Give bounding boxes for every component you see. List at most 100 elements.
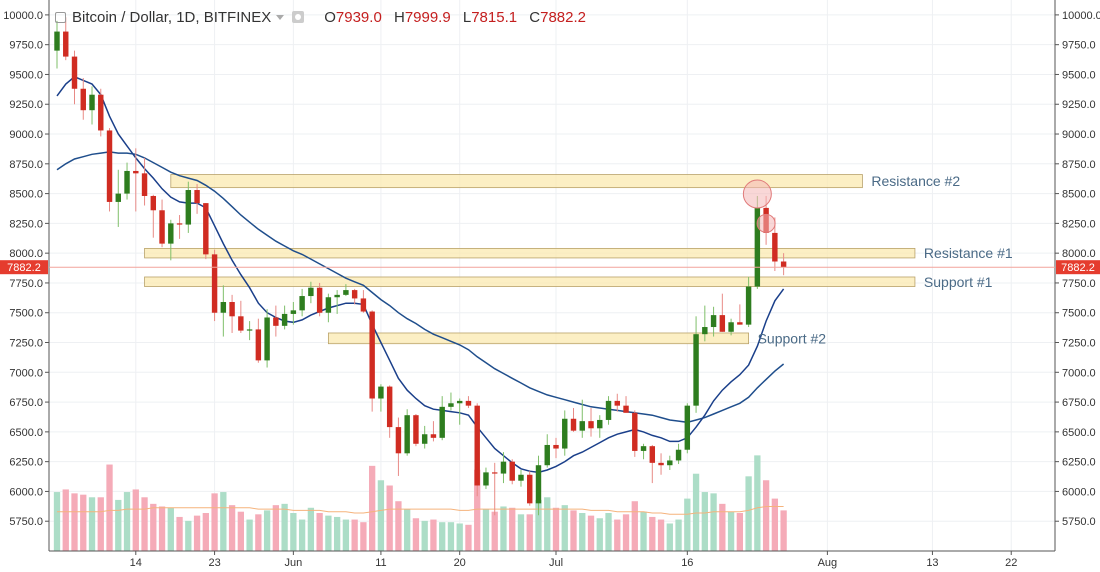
candle-body — [772, 232, 778, 262]
candle-body — [115, 193, 121, 202]
price-tick-label-right: 8500.0 — [1062, 189, 1096, 201]
candle-body — [456, 400, 463, 404]
candle-body — [63, 31, 69, 57]
price-tick-label-left: 9250.0 — [9, 99, 43, 111]
candle-body — [544, 444, 550, 466]
price-tick-label-right: 6000.0 — [1062, 486, 1096, 498]
fast-ma-line — [56, 75, 785, 474]
volume-bar — [88, 497, 96, 551]
volume-bar — [150, 503, 157, 551]
candle-body — [710, 315, 717, 328]
volume-bar — [272, 505, 280, 551]
candle-body — [386, 386, 393, 428]
volume-bar — [692, 473, 700, 551]
candle-body — [54, 31, 60, 51]
candle-body — [535, 465, 542, 504]
volume-bar — [465, 524, 472, 551]
volume-bar — [211, 493, 218, 551]
volume-bar — [631, 501, 638, 551]
candle-body — [421, 434, 428, 444]
close-label: C — [529, 8, 541, 26]
candle-body — [290, 310, 297, 314]
volume-bar — [684, 498, 691, 551]
candle-body — [649, 446, 656, 463]
candle-body — [579, 421, 585, 431]
price-tick-label-left: 8250.0 — [9, 218, 43, 230]
volume-bar — [517, 514, 525, 551]
volume-bar — [579, 513, 586, 551]
price-tick-label-left: 7750.0 — [9, 278, 43, 290]
volume-bar — [456, 523, 463, 551]
volume-bar — [333, 516, 341, 551]
price-tick-label-left: 5750.0 — [9, 516, 43, 528]
candle-body — [316, 287, 323, 313]
collapse-icon[interactable] — [55, 11, 66, 23]
candle-body — [98, 94, 104, 131]
date-tick-label: 23 — [208, 557, 220, 569]
price-tick-label-right: 9500.0 — [1062, 69, 1096, 81]
zone-box — [144, 276, 916, 287]
chevron-down-icon[interactable] — [276, 14, 285, 20]
candle-body — [334, 294, 340, 298]
volume-bar — [587, 515, 595, 551]
price-tick-label-right: 6250.0 — [1062, 457, 1096, 469]
volume-bar — [754, 455, 761, 551]
volume-bar — [439, 522, 446, 551]
volume-bar — [762, 480, 770, 551]
volume-bar — [255, 514, 262, 551]
volume-bar — [544, 497, 551, 551]
volume-bar — [342, 519, 350, 551]
price-tick-label-left: 7500.0 — [9, 308, 43, 320]
volume-bar — [421, 520, 428, 551]
volume-bar — [132, 489, 139, 551]
volume-bar — [386, 485, 393, 551]
candle-body — [308, 287, 314, 297]
volume-bar — [97, 497, 104, 551]
volume-bar — [614, 519, 621, 551]
volume-bar — [719, 503, 726, 551]
price-tick-label-right: 8250.0 — [1062, 218, 1096, 230]
candle-body — [527, 474, 533, 504]
symbol-title[interactable]: Bitcoin / Dollar, 1D, BITFINEX — [72, 8, 272, 26]
volume-bar — [377, 480, 385, 551]
candle-body — [553, 444, 559, 449]
volume-bar — [53, 492, 61, 551]
price-tick-label-left: 9000.0 — [9, 129, 43, 141]
candle-body — [229, 302, 235, 317]
candle-body — [194, 190, 200, 204]
volume-bar — [666, 523, 673, 551]
candle-body — [702, 327, 708, 335]
highlight-circle — [742, 179, 772, 209]
low-value: 7815.1 — [471, 8, 518, 26]
gear-icon[interactable] — [292, 11, 305, 23]
candle-body — [492, 472, 498, 474]
volume-bar — [710, 493, 717, 551]
date-tick-label: 14 — [130, 557, 142, 569]
ohlc-readout: O7939.0 H7999.9 L7815.1 C7882.2 — [316, 9, 586, 26]
volume-bar — [193, 515, 201, 551]
candle-body — [124, 170, 130, 194]
zone-box — [170, 174, 863, 189]
volume-bar — [500, 506, 507, 551]
low-label: L — [462, 8, 472, 26]
price-tick-label-right: 7250.0 — [1062, 338, 1096, 350]
candle-body — [632, 412, 638, 451]
volume-bar — [369, 465, 376, 551]
volume-bar — [701, 492, 708, 551]
candle-body — [185, 190, 192, 225]
volume-bar — [675, 519, 682, 551]
candle-body — [211, 254, 218, 313]
candle-body — [246, 329, 253, 331]
volume-bar — [80, 494, 87, 551]
date-tick-label: 13 — [926, 557, 938, 569]
volume-bar — [596, 518, 603, 551]
candle-body — [745, 286, 752, 325]
candle-body — [395, 427, 402, 454]
candle-body — [518, 474, 524, 481]
candle-body — [150, 195, 157, 211]
candle-body — [378, 386, 384, 399]
date-tick-label: Aug — [818, 557, 838, 569]
candle-body — [404, 415, 410, 454]
volume-bar — [727, 511, 735, 551]
